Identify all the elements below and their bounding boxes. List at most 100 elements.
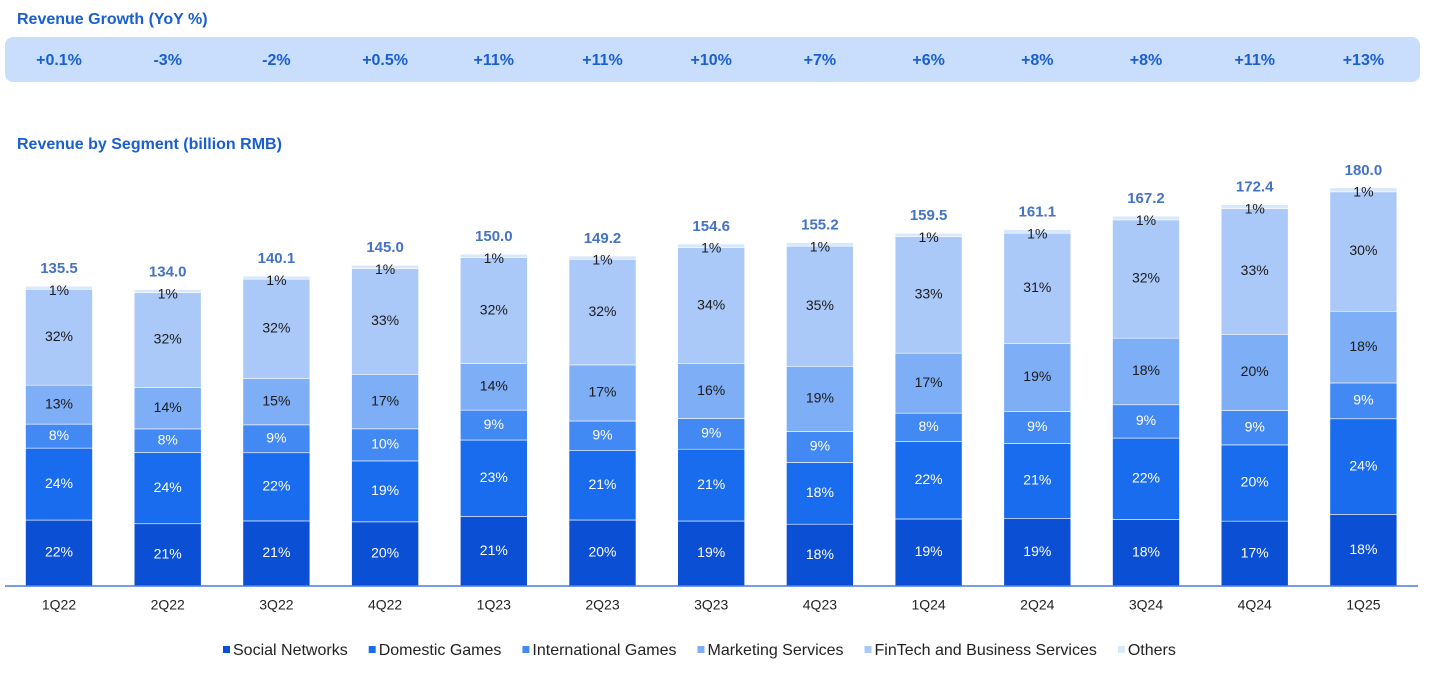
segment-label: 32%: [154, 331, 182, 347]
bar-segment: [894, 236, 963, 354]
segment-label: 24%: [45, 475, 73, 491]
legend-swatch: [1117, 646, 1125, 653]
bar-segment: [351, 264, 419, 269]
growth-value: +13%: [1343, 52, 1384, 69]
bar-segment: [1329, 191, 1398, 312]
bar-segment: [1329, 187, 1398, 193]
bar-segment: [133, 452, 202, 525]
bar-segment: [133, 289, 202, 293]
segment-label: 19%: [371, 482, 399, 498]
segment-label: 1%: [1353, 184, 1373, 200]
bar-segment: [677, 520, 746, 587]
bar-segment: [25, 519, 93, 587]
x-tick-label: 4Q22: [368, 597, 402, 613]
segment-label: 19%: [806, 390, 834, 406]
bar-segment: [1220, 334, 1289, 411]
segment-label: 22%: [1132, 469, 1160, 485]
total-label: 134.0: [149, 264, 187, 281]
bar-segment: [1003, 411, 1072, 444]
segment-label: 20%: [371, 545, 399, 561]
bar-segment: [242, 378, 311, 426]
segment-label: 22%: [262, 478, 290, 494]
segment-label: 33%: [915, 286, 943, 302]
bar-segment: [677, 243, 746, 248]
segment-label: 32%: [45, 328, 73, 344]
segment-label: 19%: [1023, 543, 1051, 559]
growth-value: +11%: [582, 52, 622, 69]
bar-segment: [568, 450, 637, 521]
bar-segment: [459, 409, 528, 441]
bar-segment: [1220, 410, 1289, 446]
segment-label: 20%: [1241, 474, 1269, 490]
segment-label: 23%: [480, 469, 508, 485]
bar-segment: [1220, 208, 1289, 335]
segment-label: 9%: [1136, 412, 1156, 428]
segment-label: 1%: [484, 250, 504, 266]
bar-segment: [1220, 204, 1289, 209]
segment-label: 22%: [915, 471, 943, 487]
growth-panel: [5, 37, 1420, 82]
x-tick-label: 3Q23: [694, 597, 728, 613]
segment-label: 1%: [158, 285, 178, 301]
growth-value: +8%: [1021, 52, 1053, 69]
bar-segment: [677, 247, 746, 365]
segment-label: 1%: [918, 229, 938, 245]
segment-label: 18%: [1349, 338, 1377, 354]
bar-segment: [133, 292, 202, 388]
segment-label: 1%: [592, 252, 612, 268]
segment-label: 33%: [1241, 262, 1269, 278]
bar-segment: [568, 420, 637, 451]
segment-label: 21%: [480, 542, 508, 558]
total-label: 172.4: [1236, 179, 1274, 196]
segment-label: 9%: [1245, 418, 1265, 434]
bar-segment: [786, 462, 854, 525]
total-label: 159.5: [910, 207, 948, 224]
segment-label: 17%: [915, 374, 943, 390]
segment-label: 32%: [262, 319, 290, 335]
segment-label: 18%: [1349, 541, 1377, 557]
x-tick-label: 2Q22: [151, 597, 185, 613]
x-tick-label: 3Q22: [259, 597, 293, 613]
legend-swatch: [223, 646, 230, 653]
legend-swatch: [368, 646, 376, 653]
segment-label: 20%: [1241, 363, 1269, 379]
segment-label: 1%: [1245, 200, 1265, 216]
bar-segment: [894, 412, 963, 442]
segment-label: 9%: [592, 427, 612, 443]
segment-label: 8%: [158, 431, 178, 447]
total-label: 161.1: [1019, 204, 1057, 221]
bar-segment: [25, 384, 93, 425]
segment-label: 20%: [588, 544, 616, 560]
bar-segment: [1112, 404, 1180, 439]
segment-label: 21%: [1023, 472, 1051, 488]
segment-label: 19%: [915, 543, 943, 559]
x-tick-label: 1Q25: [1346, 597, 1380, 613]
segment-label: 32%: [1132, 270, 1160, 286]
bar-segment: [242, 452, 311, 522]
segment-label: 1%: [49, 282, 69, 298]
segment-label: 22%: [45, 544, 73, 560]
total-label: 167.2: [1127, 190, 1165, 207]
bar-segment: [25, 285, 93, 290]
total-label: 145.0: [366, 239, 404, 256]
bar-segment: [786, 523, 854, 587]
segment-label: 21%: [697, 476, 725, 492]
bar-segment: [786, 365, 854, 432]
segment-label: 8%: [918, 418, 938, 434]
legend-label: Domestic Games: [379, 642, 502, 659]
legend-label: Marketing Services: [707, 642, 843, 659]
segment-label: 9%: [1353, 392, 1373, 408]
segment-label: 24%: [154, 479, 182, 495]
bar-segment: [1112, 437, 1180, 520]
segment-label: 18%: [1132, 543, 1160, 559]
legend-swatch: [522, 646, 530, 653]
bar-segment: [459, 439, 528, 517]
x-tick-label: 1Q22: [42, 597, 76, 613]
bar-segment: [351, 521, 419, 587]
total-label: 150.0: [475, 228, 513, 245]
segment-label: 18%: [806, 484, 834, 500]
total-label: 180.0: [1345, 162, 1383, 179]
bar-segment: [894, 441, 963, 520]
segment-label: 1%: [266, 272, 286, 288]
bar-segment: [786, 242, 854, 247]
